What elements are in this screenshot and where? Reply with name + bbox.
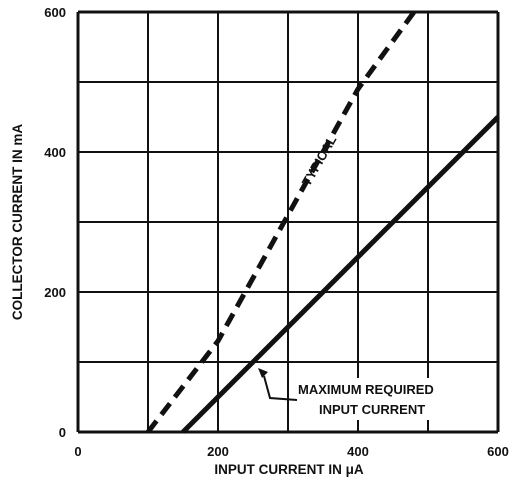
max-required-annotation: MAXIMUM REQUIRED INPUT CURRENT — [258, 368, 488, 420]
annotation-leader-arrow — [263, 375, 298, 401]
y-tick-label: 400 — [44, 145, 66, 160]
y-tick-label: 0 — [59, 425, 66, 440]
y-tick-label: 600 — [44, 5, 66, 20]
y-axis-label: COLLECTOR CURRENT IN mA — [10, 124, 25, 321]
series-line-typical — [146, 10, 417, 434]
x-tick-label: 600 — [487, 444, 509, 459]
grid — [76, 10, 500, 434]
annotation-background — [290, 378, 488, 420]
x-tick-label: 400 — [347, 444, 369, 459]
annotation-line-2: INPUT CURRENT — [319, 402, 425, 417]
typical-annotation: TYPICAL — [299, 133, 340, 189]
tick-labels: 0 200 400 600 0 200 400 600 — [44, 5, 509, 459]
annotation-arrowhead — [258, 368, 268, 378]
x-axis-label: INPUT CURRENT IN μA — [214, 462, 364, 477]
x-tick-label: 0 — [74, 444, 81, 459]
y-tick-label: 200 — [44, 285, 66, 300]
x-tick-label: 200 — [207, 444, 229, 459]
series-layer — [146, 10, 500, 434]
series-line-maximum-required — [181, 115, 500, 434]
annotation-line-1: MAXIMUM REQUIRED — [298, 382, 434, 397]
